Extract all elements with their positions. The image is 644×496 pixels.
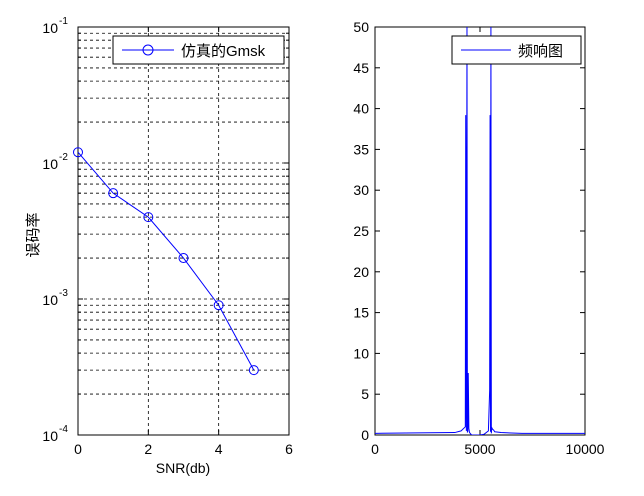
freq-x-tick-label: 0 — [371, 441, 379, 457]
freq-y-tick-label: 20 — [353, 264, 369, 280]
freq-series — [375, 27, 585, 435]
ber-y-tick-exponent: -2 — [59, 152, 68, 163]
ber-axes-frame — [77, 26, 290, 436]
ber-y-tick-label: 10 — [42, 156, 58, 172]
freq-y-tick-label: 40 — [353, 101, 369, 117]
ber-data-point — [178, 253, 189, 264]
freq-y-tick-label: 30 — [353, 182, 369, 198]
freq-y-tick-label: 10 — [353, 345, 369, 361]
ber-y-tick-exponent: -4 — [59, 424, 68, 435]
ber-series — [73, 147, 259, 376]
ber-x-ticks: 0 2 4 6 — [74, 27, 293, 457]
ber-x-tick-label: 2 — [144, 441, 152, 457]
ber-data-point — [143, 212, 154, 223]
ber-series-line — [77, 151, 255, 371]
ber-x-tick-label: 0 — [74, 441, 82, 457]
ber-x-tick-label: 6 — [285, 441, 293, 457]
ber-data-point — [73, 147, 83, 158]
freq-legend-label: 频响图 — [518, 43, 563, 60]
ber-data-point — [248, 365, 259, 376]
freq-panel: 0 5000 10000 0 5 10 15 20 25 30 35 40 45 50 频响图 — [353, 19, 604, 457]
ber-legend: 仿真的Gmsk — [112, 35, 285, 65]
ber-legend-marker — [142, 44, 154, 56]
freq-y-tick-label: 25 — [353, 223, 369, 239]
ber-y-tick-exponent: -1 — [59, 16, 68, 27]
freq-x-ticks: 0 5000 10000 — [371, 27, 605, 457]
freq-series-line — [375, 27, 585, 435]
ber-y-tick-exponent: -3 — [59, 288, 68, 299]
freq-legend: 频响图 — [451, 35, 582, 65]
freq-axes-frame — [374, 26, 586, 436]
freq-y-tick-label: 5 — [361, 386, 369, 402]
ber-y-tick-label: 10 — [42, 292, 58, 308]
ber-data-point — [108, 188, 119, 199]
ber-y-axis-label: 误码率 — [25, 212, 42, 257]
freq-y-tick-label: 50 — [353, 19, 369, 35]
freq-x-tick-label: 5000 — [464, 441, 495, 457]
freq-y-tick-label: 0 — [361, 427, 369, 443]
ber-data-point — [213, 300, 224, 311]
freq-y-tick-label: 35 — [353, 141, 369, 157]
ber-x-tick-label: 4 — [215, 441, 223, 457]
freq-x-tick-label: 10000 — [566, 441, 605, 457]
ber-x-axis-label: SNR(db) — [156, 460, 210, 476]
freq-y-tick-label: 45 — [353, 60, 369, 76]
freq-y-tick-label: 15 — [353, 305, 369, 321]
ber-y-ticks: 10-410-310-210-1 — [42, 16, 289, 444]
ber-legend-label: 仿真的Gmsk — [181, 42, 266, 60]
ber-y-tick-label: 10 — [42, 20, 58, 36]
freq-y-ticks: 0 5 10 15 20 25 30 35 40 45 50 — [353, 19, 585, 443]
ber-y-tick-label: 10 — [42, 428, 58, 444]
